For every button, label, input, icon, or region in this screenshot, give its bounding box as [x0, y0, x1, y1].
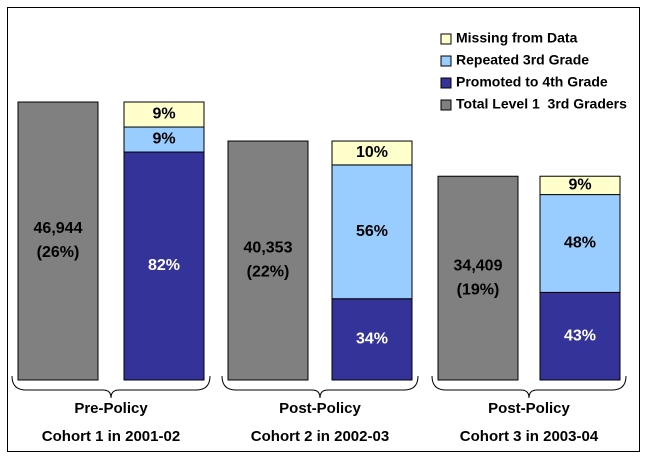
legend-swatch — [440, 99, 452, 111]
segment — [539, 291, 621, 381]
legend-swatch — [440, 33, 452, 45]
brace — [431, 375, 627, 399]
share-label: (22%) — [247, 264, 290, 281]
legend-swatch — [440, 55, 452, 67]
segment-label: 10% — [356, 144, 388, 161]
total-label: 46,944 — [34, 220, 83, 237]
segment-label: 43% — [564, 327, 596, 344]
legend-label: Total Level 1 3rd Graders — [456, 96, 627, 112]
segment — [331, 298, 413, 381]
segment-label: 48% — [564, 235, 596, 252]
category-label: Post-Policy — [279, 400, 361, 417]
category-label: Cohort 1 in 2001-02 — [42, 428, 180, 445]
segment — [539, 175, 621, 196]
category-label: Pre-Policy — [74, 400, 148, 417]
total-bar — [227, 140, 309, 381]
legend-swatch — [440, 77, 452, 89]
share-label: (26%) — [37, 244, 80, 261]
segment — [539, 194, 621, 293]
total-label: 34,409 — [454, 257, 503, 274]
segment — [331, 164, 413, 300]
segment-label: 34% — [356, 331, 388, 348]
legend-label: Repeated 3rd Grade — [456, 52, 589, 68]
segment — [123, 101, 205, 128]
segment-label: 9% — [152, 106, 175, 123]
legend-label: Missing from Data — [456, 30, 578, 46]
legend-label: Promoted to 4th Grade — [456, 74, 608, 90]
category-label: Post-Policy — [488, 400, 570, 417]
segment-label: 82% — [148, 257, 180, 274]
segment-label: 9% — [568, 177, 591, 194]
share-label: (19%) — [457, 281, 500, 298]
total-bar — [437, 175, 519, 381]
segment — [123, 151, 205, 381]
category-label: Cohort 3 in 2003-04 — [460, 428, 599, 445]
segment-label: 9% — [152, 131, 175, 148]
brace — [221, 375, 419, 399]
segment — [331, 140, 413, 166]
total-bar — [17, 101, 99, 381]
frame — [7, 7, 640, 452]
total-label: 40,353 — [244, 240, 293, 257]
brace — [11, 375, 211, 399]
segment-label: 56% — [356, 223, 388, 240]
category-label: Cohort 2 in 2002-03 — [251, 428, 389, 445]
